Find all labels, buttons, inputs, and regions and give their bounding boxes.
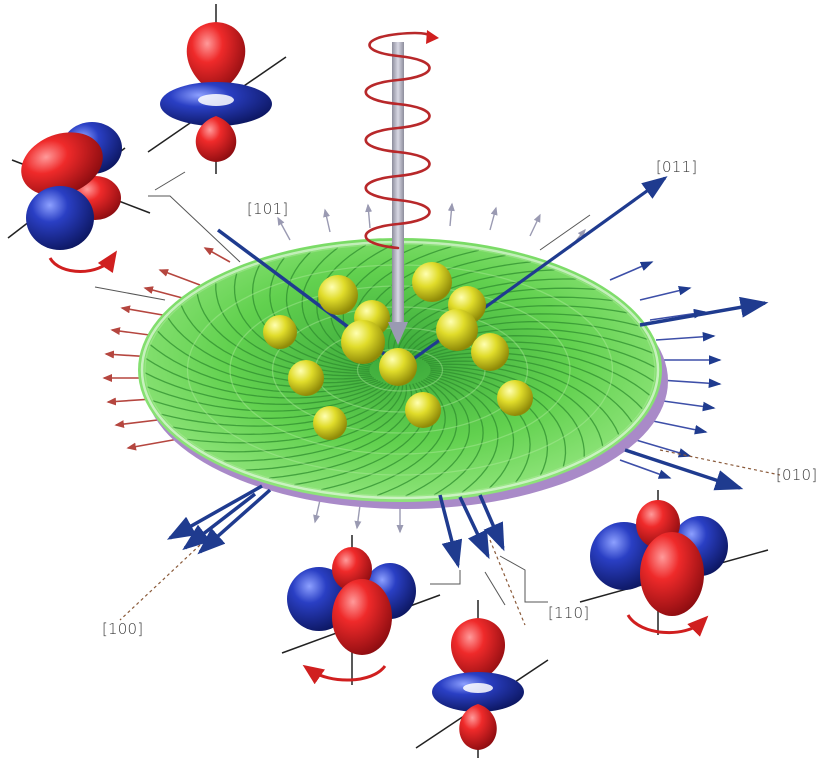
disk-ridge [348, 380, 446, 495]
orbital-icon [7, 122, 151, 250]
atoms [263, 262, 533, 440]
disk-ridge [223, 384, 408, 462]
disk-ridge [376, 379, 458, 497]
disk-ridge [426, 356, 633, 423]
dashed-lines [119, 449, 781, 626]
orbital-icon [281, 535, 441, 685]
atom-sphere-icon [263, 315, 297, 349]
disk-ridge [410, 321, 648, 357]
disk-ridge [180, 305, 373, 380]
disk-ridge [413, 328, 653, 358]
disk-ridge [424, 352, 643, 410]
disk-ridge [196, 293, 371, 377]
rotation-arrow-icon [302, 664, 387, 685]
atom-sphere-icon [405, 392, 441, 428]
atom-sphere-icon [412, 262, 452, 302]
disk-ridge [405, 377, 470, 497]
atom-sphere-icon [288, 360, 324, 396]
disk-ridge [387, 269, 555, 356]
helix-icon [364, 30, 439, 250]
disk-ridge [147, 382, 387, 412]
disk-ridge [429, 366, 585, 458]
disk-ridge [406, 313, 639, 356]
label-100: [100] [102, 620, 144, 638]
label-011: [011] [656, 158, 698, 176]
disk-ridge [427, 360, 620, 435]
atom-sphere-icon [436, 309, 478, 351]
disk-ridge [427, 376, 484, 496]
disk-ridge [429, 363, 604, 447]
label-010: [010] [776, 466, 818, 484]
disk-ridge [301, 247, 372, 366]
rotation-arrow-icon [48, 250, 118, 273]
atom-sphere-icon [341, 320, 385, 364]
atom-sphere-icon [318, 275, 358, 315]
disk-ridge [149, 344, 379, 393]
disk-ridge [157, 330, 376, 388]
disk-ridge [161, 384, 394, 427]
label-110: [110] [548, 604, 590, 622]
rotation-arrow-icon [626, 614, 709, 637]
central-axis [388, 42, 408, 345]
orbital-icon [415, 600, 549, 758]
pointer-lines [430, 555, 548, 606]
disk-ridge [428, 374, 499, 493]
disk-ridge [152, 383, 390, 419]
disk-ridge [429, 373, 515, 489]
atom-sphere-icon [313, 406, 347, 440]
orbital-icon [147, 4, 287, 174]
disk-ridge [215, 282, 371, 374]
atom-sphere-icon [471, 333, 509, 371]
label-101: [101] [247, 200, 289, 218]
guide-lines [94, 171, 591, 301]
direction-arrows [166, 296, 769, 569]
disk-ridge [167, 317, 374, 384]
atom-sphere-icon [379, 348, 417, 386]
disk-ridge [144, 372, 384, 405]
orbital-icon [579, 490, 769, 635]
atom-sphere-icon [497, 380, 533, 416]
disk-ridge [145, 358, 381, 399]
disk-ridge [204, 385, 404, 453]
